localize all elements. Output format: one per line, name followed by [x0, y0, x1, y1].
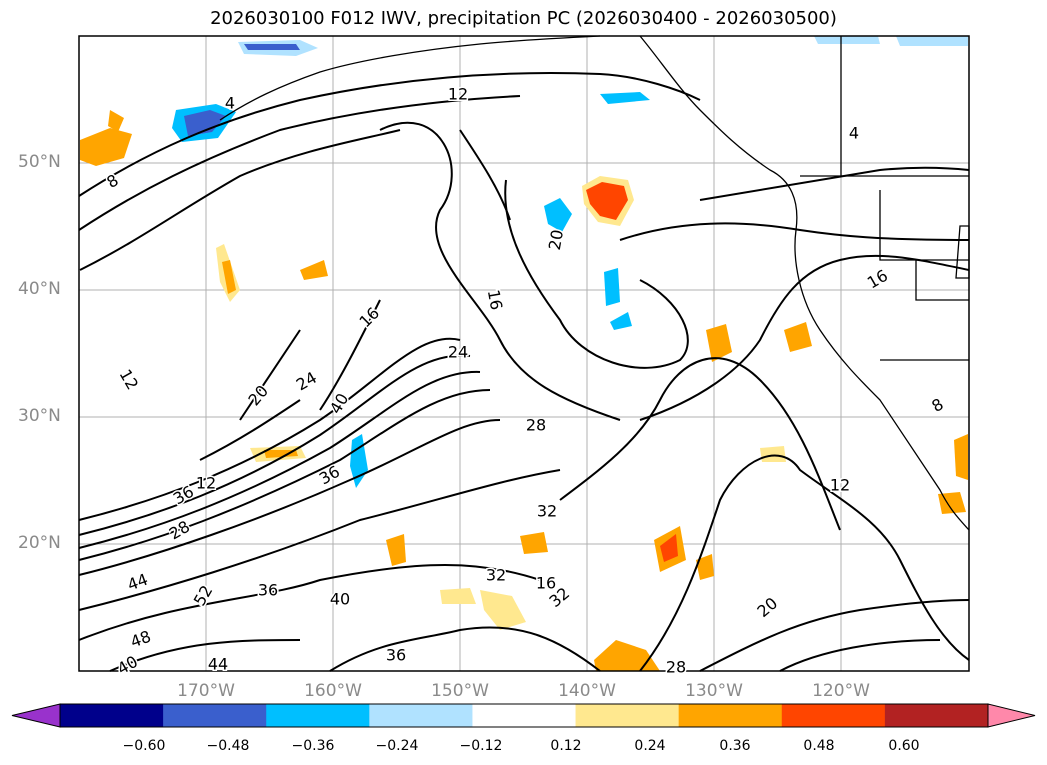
lat-label-50n: 50°N	[18, 152, 61, 172]
lon-label-170w: 170°W	[177, 681, 235, 701]
colorbar-tick: 0.36	[719, 738, 751, 754]
contour-label: 4	[849, 124, 859, 143]
colorbar	[11, 703, 1036, 728]
contour-label: 32	[537, 502, 557, 521]
contour-label: 44	[208, 655, 228, 674]
colorbar-extend-high	[987, 703, 1036, 728]
colorbar-tick: 0.12	[550, 738, 582, 754]
lon-label-140w: 140°W	[558, 681, 616, 701]
colorbar-tick: 0.48	[803, 738, 835, 754]
contour-label: 32	[486, 566, 506, 585]
map-area	[79, 36, 969, 671]
lon-label-160w: 160°W	[304, 681, 362, 701]
colorbar-border	[59, 703, 989, 728]
contour-label: 16	[484, 288, 506, 311]
precip-shading	[80, 36, 968, 671]
contour-label: 24	[448, 343, 468, 362]
colorbar-tick: −0.12	[459, 738, 503, 754]
contour-label: 28	[666, 658, 686, 677]
lat-label-30n: 30°N	[18, 406, 61, 426]
colorbar-tick: −0.48	[206, 738, 250, 754]
contour-label: 4	[225, 94, 235, 113]
lon-label-120w: 120°W	[812, 681, 870, 701]
colorbar-tick: 0.60	[888, 738, 920, 754]
colorbar-swatch	[678, 704, 783, 727]
contour-label: 36	[386, 646, 406, 665]
contour-label: 36	[258, 581, 278, 600]
colorbar-extend-low	[11, 703, 61, 728]
lat-label-40n: 40°N	[18, 279, 61, 299]
contour-label: 28	[526, 416, 546, 435]
contour-label: 40	[330, 590, 350, 609]
lon-label-150w: 150°W	[431, 681, 489, 701]
colorbar-swatch	[575, 704, 680, 727]
lon-label-130w: 130°W	[685, 681, 743, 701]
colorbar-tick: −0.36	[291, 738, 335, 754]
map-title: 2026030100 F012 IWV, precipitation PC (2…	[210, 8, 837, 29]
colorbar-swatch	[781, 704, 886, 727]
colorbar-tick: −0.60	[122, 738, 166, 754]
contour-label: 20	[545, 228, 567, 251]
coastline	[219, 35, 970, 531]
colorbar-swatch	[369, 704, 473, 727]
contour-label: 12	[448, 85, 468, 104]
colorbar-swatch	[60, 704, 164, 727]
iwv-contours	[78, 72, 970, 672]
colorbar-swatch	[266, 704, 370, 727]
colorbar-tick: −0.24	[375, 738, 419, 754]
colorbar-swatch	[884, 704, 989, 727]
contour-label: 12	[196, 474, 216, 493]
colorbar-tick: 0.24	[634, 738, 666, 754]
contour-label: 12	[830, 476, 850, 495]
colorbar-swatch	[472, 704, 577, 727]
map-frame	[78, 35, 970, 672]
contour-label: 16	[536, 574, 556, 593]
colorbar-swatch	[163, 704, 267, 727]
lat-label-20n: 20°N	[18, 533, 61, 553]
